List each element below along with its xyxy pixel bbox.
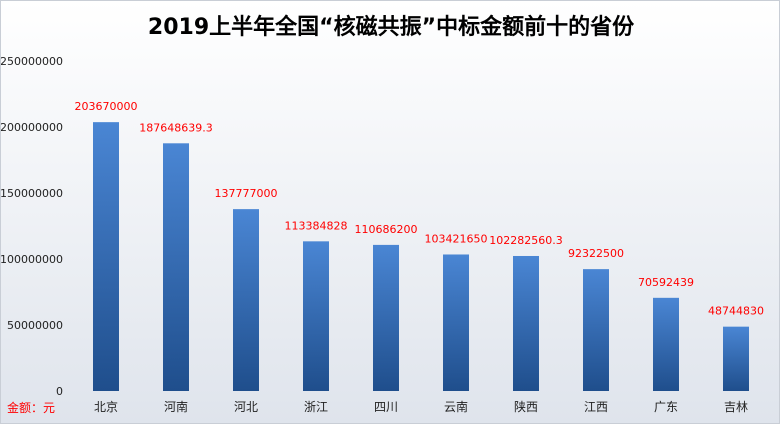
data-label: 92322500: [568, 247, 624, 260]
bar: [443, 254, 469, 391]
bar: [723, 326, 749, 391]
data-label: 113384828: [285, 219, 348, 232]
bar: [303, 241, 329, 391]
y-tick-label: 150000000: [1, 187, 63, 200]
bar-series: [93, 122, 749, 391]
x-tick-label: 河南: [164, 399, 188, 414]
bar: [583, 269, 609, 391]
data-label: 203670000: [75, 100, 138, 113]
data-label: 187648639.3: [139, 121, 212, 134]
x-tick-label: 广东: [654, 400, 678, 414]
bar: [163, 143, 189, 391]
data-label: 102282560.3: [489, 234, 562, 247]
data-label: 70592439: [638, 276, 694, 289]
x-tick-label: 云南: [444, 399, 468, 414]
y-tick-label: 250000000: [1, 55, 63, 68]
bar: [233, 209, 259, 391]
y-axis: 0 50000000 100000000 150000000 200000000 2500…: [1, 55, 63, 398]
y-tick-label: 0: [56, 385, 63, 398]
x-tick-label: 四川: [374, 400, 398, 414]
x-tick-label: 江西: [584, 400, 608, 414]
data-label: 137777000: [215, 187, 278, 200]
data-label: 103421650: [425, 232, 488, 245]
chart-title: 2019上半年全国“核磁共振”中标金额前十的省份: [147, 15, 635, 40]
bar: [653, 297, 679, 391]
data-label: 48744830: [708, 305, 764, 318]
x-tick-label: 浙江: [304, 400, 328, 414]
y-tick-label: 100000000: [1, 253, 63, 266]
y-tick-label: 200000000: [1, 121, 63, 134]
bar: [513, 255, 539, 391]
x-axis: 北京 河南 河北 浙江 四川 云南 陕西 江西 广东 吉林: [94, 399, 748, 414]
data-label: 110686200: [355, 223, 418, 236]
x-tick-label: 陕西: [514, 399, 538, 414]
x-tick-label: 河北: [234, 400, 258, 414]
x-tick-label: 北京: [94, 400, 118, 414]
unit-label: 金额：元: [7, 401, 56, 415]
x-tick-label: 吉林: [724, 400, 748, 414]
y-tick-label: 50000000: [7, 319, 63, 332]
bar: [93, 122, 119, 391]
bar: [373, 244, 399, 391]
